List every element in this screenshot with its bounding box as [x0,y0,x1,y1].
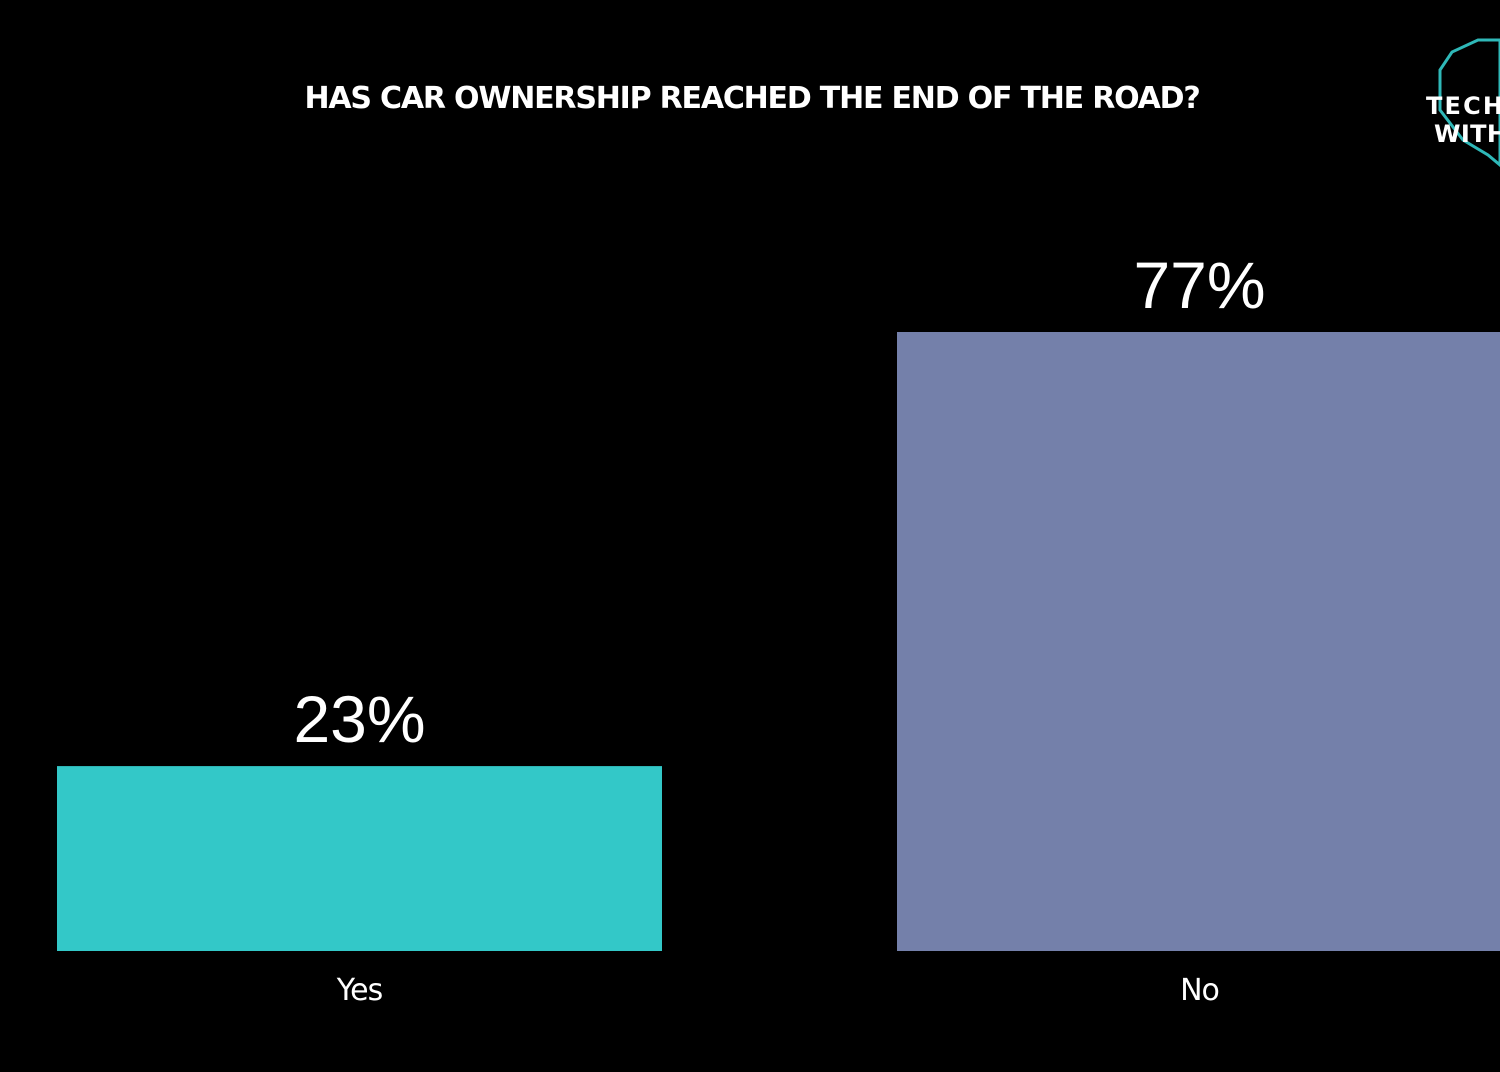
logo-line-2: WITH [1434,120,1500,148]
bars-group [57,332,1500,951]
value-label-yes: 23% [293,682,425,756]
logo-line-1: TECH [1426,92,1500,120]
value-label-no: 77% [1133,248,1265,322]
value-labels-group: 23% 77% [293,248,1265,756]
category-labels-group: Yes No [336,973,1220,1008]
category-label-yes: Yes [336,973,383,1008]
category-label-no: No [1180,973,1219,1008]
bar-yes [57,766,662,951]
logo-octagon-icon [1438,38,1500,167]
brand-logo: TECH WITH [1426,38,1500,167]
chart-title: HAS CAR OWNERSHIP REACHED THE END OF THE… [304,81,1199,116]
bar-no [897,332,1500,951]
